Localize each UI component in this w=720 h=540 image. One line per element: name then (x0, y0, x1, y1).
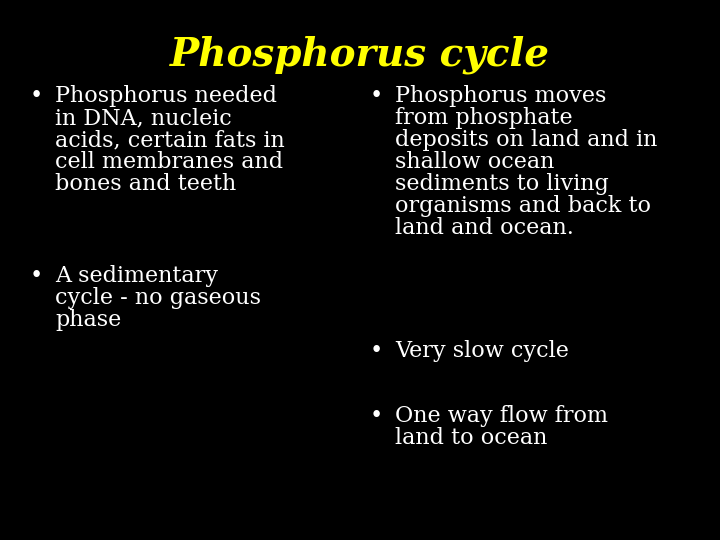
Text: acids, certain fats in: acids, certain fats in (55, 129, 284, 151)
Text: •: • (370, 340, 383, 362)
Text: deposits on land and in: deposits on land and in (395, 129, 657, 151)
Text: bones and teeth: bones and teeth (55, 173, 236, 195)
Text: phase: phase (55, 309, 121, 331)
Text: from phosphate: from phosphate (395, 107, 572, 129)
Text: A sedimentary: A sedimentary (55, 265, 218, 287)
Text: •: • (30, 85, 43, 107)
Text: One way flow from: One way flow from (395, 405, 608, 427)
Text: organisms and back to: organisms and back to (395, 195, 651, 217)
Text: •: • (370, 405, 383, 427)
Text: •: • (370, 85, 383, 107)
Text: Phosphorus moves: Phosphorus moves (395, 85, 606, 107)
Text: sediments to living: sediments to living (395, 173, 608, 195)
Text: land and ocean.: land and ocean. (395, 217, 574, 239)
Text: in DNA, nucleic: in DNA, nucleic (55, 107, 232, 129)
Text: Phosphorus needed: Phosphorus needed (55, 85, 277, 107)
Text: cycle - no gaseous: cycle - no gaseous (55, 287, 261, 309)
Text: shallow ocean: shallow ocean (395, 151, 554, 173)
Text: •: • (30, 265, 43, 287)
Text: Phosphorus cycle: Phosphorus cycle (170, 35, 550, 73)
Text: Very slow cycle: Very slow cycle (395, 340, 569, 362)
Text: land to ocean: land to ocean (395, 427, 547, 449)
Text: cell membranes and: cell membranes and (55, 151, 283, 173)
